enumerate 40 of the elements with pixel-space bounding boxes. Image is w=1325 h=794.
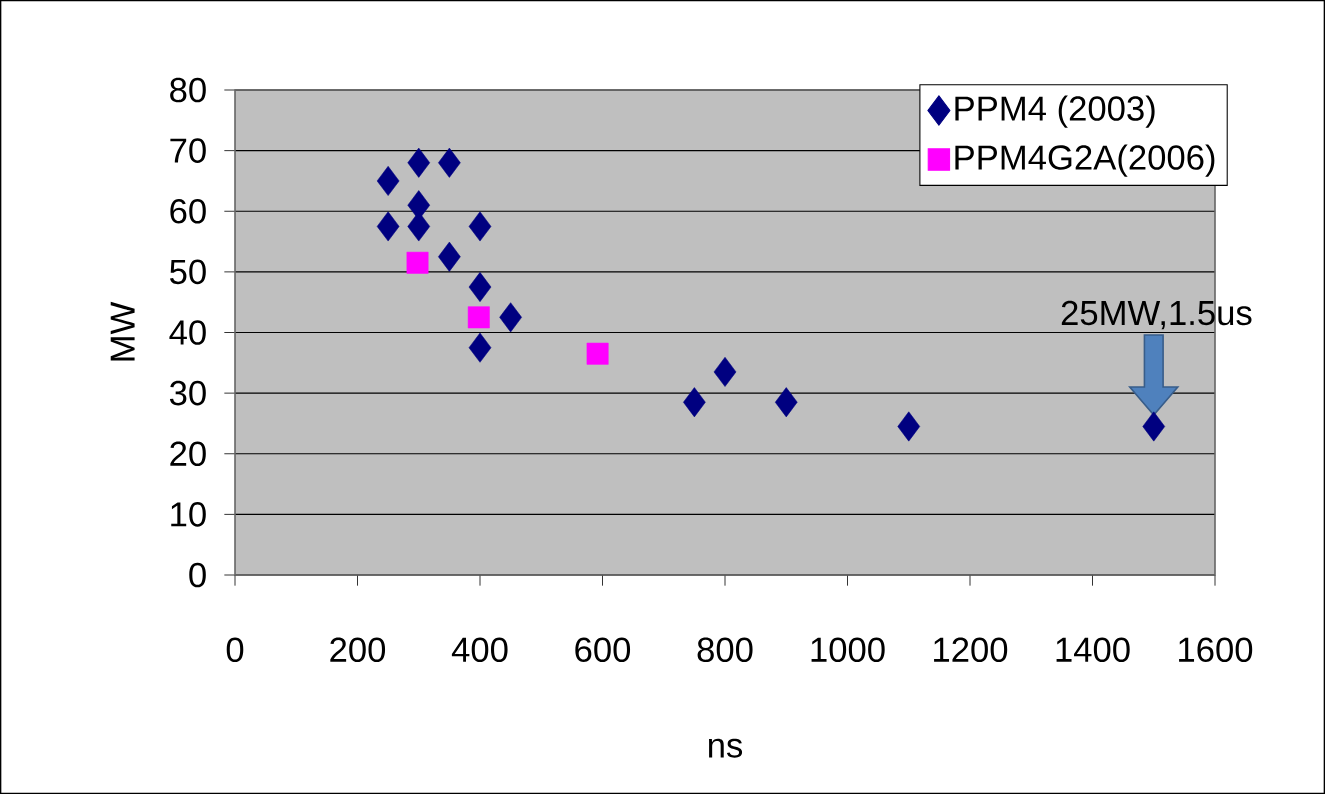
x-tick-label: 600 [575,637,631,663]
point [468,272,492,302]
y-tick-label: 80 [170,77,206,103]
y-tick-label: 30 [169,380,206,406]
point [438,241,461,272]
x-axis-title: ns [709,738,743,758]
point [406,251,429,274]
y-tick-label: 20 [170,441,206,467]
x-tick-label: 0 [226,637,244,663]
point [468,211,492,242]
x-tick-label: 1000 [811,637,885,663]
y-axis-title: MW [110,301,135,361]
x-tick-label: 1200 [934,637,1008,663]
y-tick-label: 0 [189,562,206,588]
y-tick-label: 40 [169,320,206,345]
point [586,342,609,365]
point [713,356,737,387]
x-tick-label: 200 [330,637,386,663]
point [468,332,492,363]
point [467,306,490,329]
x-tick-label: 800 [697,637,753,663]
point [897,411,921,442]
x-tick-label: 400 [451,637,508,663]
annotation: 25MW,1.5us [1061,300,1252,330]
legend-label: PPM4G2A(2006) [955,144,1215,177]
point [683,387,706,418]
y-tick-label: 50 [170,259,206,285]
y-tick-label: 60 [170,198,206,224]
point [407,147,431,178]
point [1142,411,1166,442]
legend-label: PPM4 (2003) [955,95,1155,128]
point [499,302,522,333]
x-tick-label: 1400 [1056,637,1130,663]
point [438,147,461,178]
point [774,387,798,418]
y-tick-label: 70 [170,138,206,163]
point [376,211,400,242]
x-tick-label: 1600 [1179,637,1253,663]
point [376,166,400,196]
y-tick-label: 10 [171,502,206,527]
